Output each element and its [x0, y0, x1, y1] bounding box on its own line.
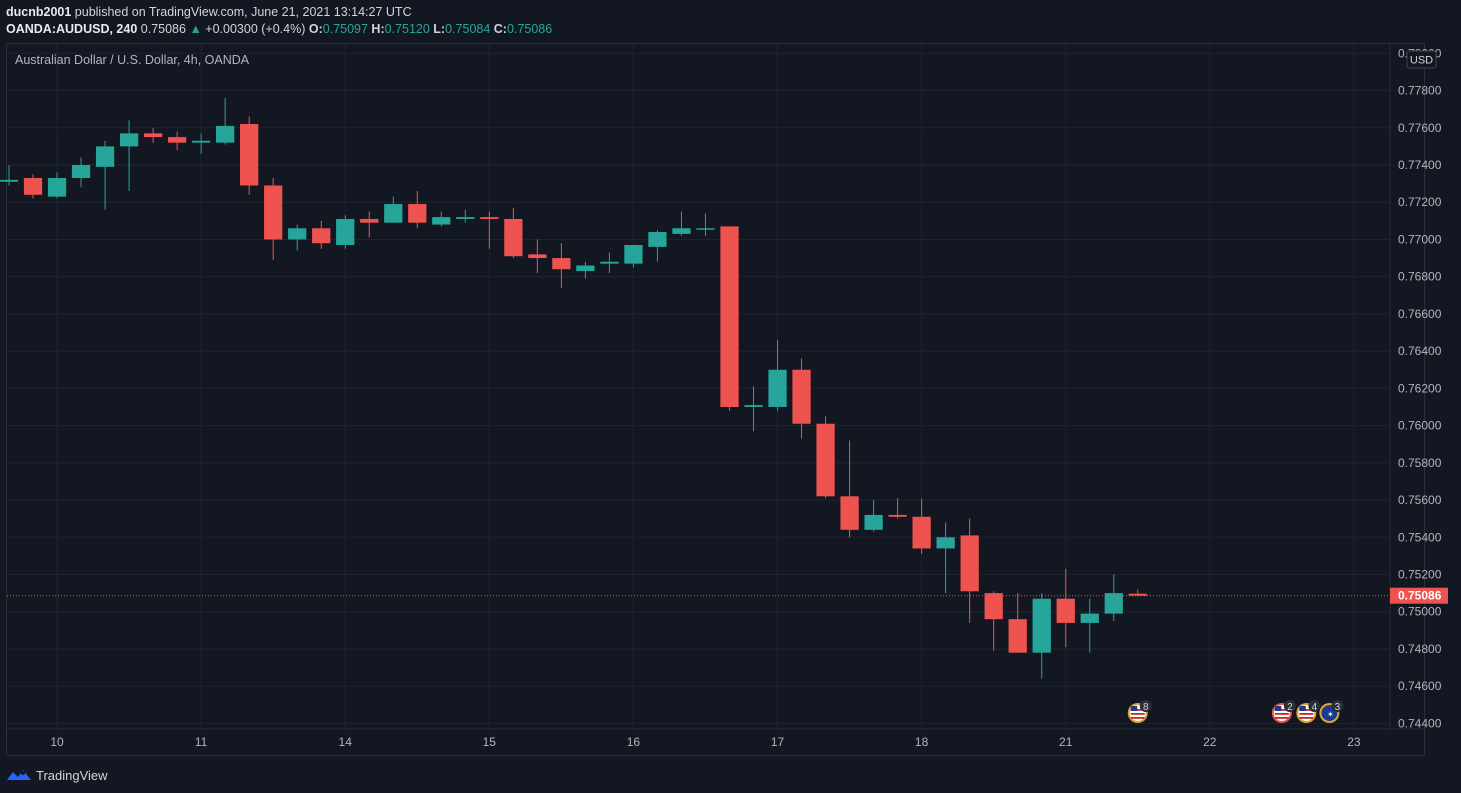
last-price-text: 0.75086	[140, 22, 186, 36]
publisher-name[interactable]: ducnb2001	[6, 5, 72, 19]
change-text: +0.00300 (+0.4%)	[205, 22, 306, 36]
low-label: L:	[433, 22, 446, 36]
close-label: C:	[493, 22, 507, 36]
symbol-label: OANDA:AUDUSD, 240	[6, 22, 138, 36]
open-value: 0.75097	[322, 22, 368, 36]
tradingview-logo-icon	[7, 770, 31, 780]
symbol-line: OANDA:AUDUSD, 240 0.75086 ▲ +0.00300 (+0…	[6, 21, 552, 38]
tradingview-brand: TradingView	[36, 767, 108, 783]
publish-line: ducnb2001 published on TradingView.com, …	[6, 4, 552, 21]
published-text: published on TradingView.com, June 21, 2…	[74, 5, 412, 19]
chart-frame	[6, 43, 1425, 756]
close-value: 0.75086	[506, 22, 553, 36]
high-value: 0.75120	[384, 22, 430, 36]
low-value: 0.75084	[445, 22, 491, 36]
footer[interactable]: TradingView	[6, 765, 108, 785]
high-label: H:	[371, 22, 385, 36]
open-label: O:	[308, 22, 323, 36]
change-arrow-icon: ▲	[189, 22, 202, 36]
chart-header: ducnb2001 published on TradingView.com, …	[6, 4, 552, 38]
